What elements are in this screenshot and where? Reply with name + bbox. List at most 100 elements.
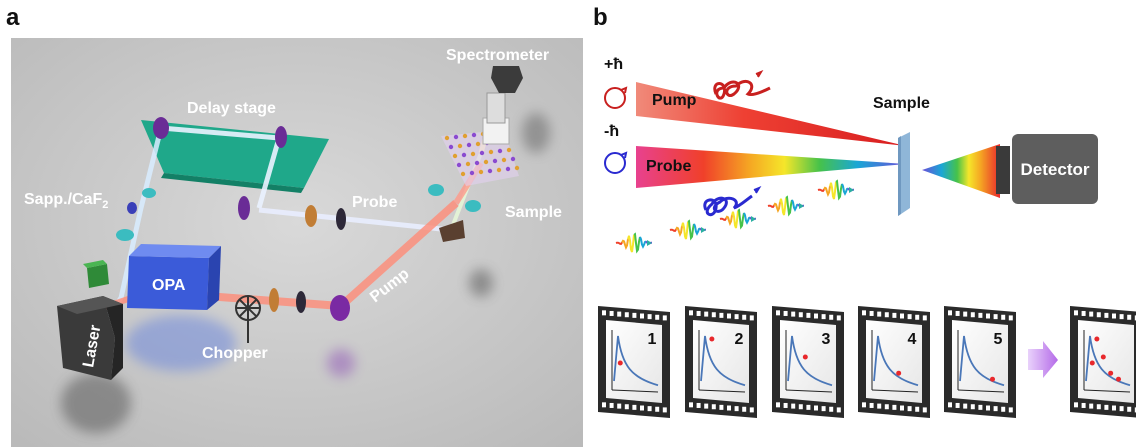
wave-packet-icon <box>615 232 652 254</box>
sapp-caf-label: Sapp./CaF2 <box>24 191 108 211</box>
frame-number: 3 <box>822 331 831 348</box>
opa-box <box>127 244 221 310</box>
film-frame: 4 <box>858 306 930 418</box>
lattice-atom <box>462 133 468 139</box>
polarizer <box>336 208 346 230</box>
mirror <box>330 295 350 321</box>
laser-box <box>57 296 123 380</box>
pump-beam <box>636 82 906 146</box>
lattice-atom <box>465 161 471 167</box>
polarizer <box>296 291 306 313</box>
lattice-atom <box>471 132 477 138</box>
detector-box <box>1012 134 1098 204</box>
circular-arrow-plus-icon <box>604 86 628 109</box>
film-frame: 3 <box>772 306 844 418</box>
lattice-atom <box>469 170 475 176</box>
lattice-atom <box>456 162 462 168</box>
lattice-atom <box>461 152 467 158</box>
lattice-atom <box>475 141 481 147</box>
data-point <box>709 336 715 342</box>
spiral-red-icon <box>713 80 771 100</box>
lattice-atom <box>496 167 502 173</box>
pump-label: Pump <box>652 92 697 109</box>
wave-packet-icon <box>817 179 854 201</box>
sapphire-crystal <box>127 202 137 214</box>
panel-b-letter: b <box>593 4 608 31</box>
data-point <box>896 370 902 376</box>
sample-plate <box>898 132 910 216</box>
helicity-plus: +ħ <box>604 56 623 73</box>
lattice-atom <box>501 157 507 163</box>
data-point <box>990 376 995 382</box>
panel-a-letter: a <box>6 4 20 31</box>
mirror <box>238 196 250 220</box>
probe-label: Probe <box>352 194 397 211</box>
lattice-atom <box>487 168 493 174</box>
lattice-atom <box>470 151 476 157</box>
frame-number: 1 <box>648 331 657 348</box>
frame-number: 5 <box>994 331 1003 348</box>
lens <box>116 229 134 241</box>
probe-beam <box>636 146 906 188</box>
lattice-atom <box>506 147 512 153</box>
data-point <box>1116 376 1121 382</box>
setup-illustration: Spectrometer Delay stage Sapp./CaF2 Prob… <box>11 38 583 447</box>
wave-packet-icon <box>669 219 706 241</box>
filter <box>269 288 279 312</box>
detector-label: Detector <box>1021 160 1090 179</box>
lattice-atom <box>457 143 463 149</box>
detector-beam <box>922 144 1000 198</box>
data-point <box>1100 354 1106 360</box>
lattice-atom <box>492 158 498 164</box>
wave-packet-icon <box>719 208 756 230</box>
lattice-atom <box>505 166 511 172</box>
chopper <box>235 295 261 343</box>
chopper-label: Chopper <box>202 345 268 362</box>
delay-stage-label: Delay stage <box>187 100 276 117</box>
data-point <box>1089 360 1095 366</box>
film-frame: 2 <box>685 306 757 418</box>
lattice-atom <box>466 142 472 148</box>
film-frame: 5 <box>944 306 1016 418</box>
lens <box>142 188 156 198</box>
frame-number: 2 <box>735 331 744 348</box>
lattice-atom <box>479 150 485 156</box>
lattice-atom <box>497 148 503 154</box>
film-frame-summary <box>1070 306 1136 418</box>
sample-label: Sample <box>873 95 930 112</box>
lattice-atom <box>510 156 516 162</box>
data-point <box>1108 370 1114 376</box>
setup-svg: Spectrometer Delay stage Sapp./CaF2 Prob… <box>11 38 583 447</box>
sequence-arrow-icon <box>1028 341 1058 378</box>
lattice-atom <box>483 159 489 165</box>
data-point <box>1094 336 1100 342</box>
frame-number: 4 <box>908 331 917 348</box>
measurement-schematic: +ħ -ħ Pump Probe Sample Detector 1 2 3 4 5 <box>588 38 1136 447</box>
lattice-atom <box>478 169 484 175</box>
lattice-atom <box>452 153 458 159</box>
sample-label: Sample <box>505 204 562 221</box>
green-crystal <box>83 260 109 288</box>
filter <box>305 205 317 227</box>
film-frame: 1 <box>598 306 670 418</box>
lattice-atom <box>448 144 454 150</box>
lattice-atom <box>514 165 520 171</box>
data-point <box>617 360 623 366</box>
probe-label: Probe <box>646 158 691 175</box>
lattice-atom <box>444 135 450 141</box>
lens <box>465 200 481 212</box>
spiral-blue-icon <box>703 194 753 217</box>
schematic-svg: +ħ -ħ Pump Probe Sample Detector 1 2 3 4 5 <box>598 56 1136 418</box>
circular-arrow-minus-icon <box>604 151 628 174</box>
mirror <box>275 126 287 148</box>
data-point <box>802 354 808 360</box>
lattice-atom <box>453 134 459 140</box>
focusing-mirror <box>439 220 465 242</box>
lattice-atom <box>488 149 494 155</box>
lens <box>428 184 444 196</box>
mirror <box>153 117 169 139</box>
lattice-atom <box>474 160 480 166</box>
spectrometer <box>482 66 523 145</box>
spectrometer-label: Spectrometer <box>446 47 549 64</box>
lattice-atom <box>460 171 466 177</box>
